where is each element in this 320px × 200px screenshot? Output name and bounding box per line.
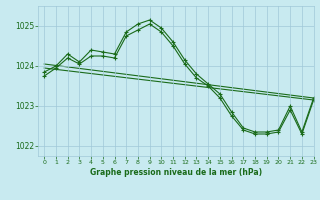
X-axis label: Graphe pression niveau de la mer (hPa): Graphe pression niveau de la mer (hPa) — [90, 168, 262, 177]
